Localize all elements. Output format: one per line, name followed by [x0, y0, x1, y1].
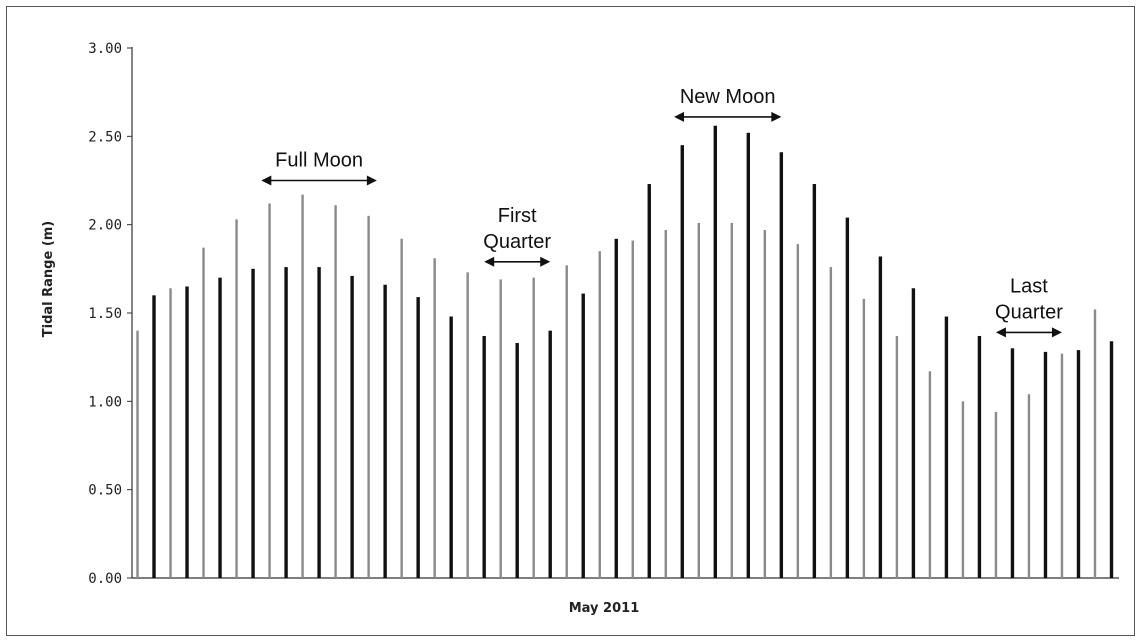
- y-tick-label: 1.00: [88, 394, 122, 410]
- bar: [466, 272, 469, 578]
- bar: [251, 268, 255, 578]
- bar: [1060, 353, 1064, 578]
- bar: [449, 316, 453, 578]
- bar: [367, 215, 370, 578]
- annotation-label: Quarter: [995, 301, 1063, 323]
- bar: [284, 267, 288, 578]
- bar: [977, 335, 982, 578]
- bar: [746, 132, 751, 579]
- annotation-label: Quarter: [483, 231, 551, 253]
- bar: [383, 284, 387, 578]
- bar: [136, 330, 139, 578]
- bar: [532, 277, 535, 578]
- annotation-arrowhead-right: [366, 175, 377, 186]
- bar: [1010, 348, 1015, 578]
- annotation-arrowhead-right: [1051, 327, 1062, 338]
- bar: [845, 217, 850, 578]
- bar: [202, 247, 205, 578]
- bar: [994, 411, 998, 578]
- bar: [961, 401, 965, 578]
- bar: [812, 184, 817, 578]
- tidal-range-chart: 0.00 0.50 1.00 1.50 2.00 2.50 3.00 Full Moon Fi…: [41, 41, 1119, 616]
- bar: [829, 267, 833, 578]
- bar: [169, 288, 172, 578]
- x-axis-label: May 2011: [569, 601, 640, 616]
- bar: [482, 335, 486, 578]
- bar: [697, 222, 700, 578]
- annotation: Last Quarter: [995, 275, 1063, 338]
- bar: [763, 229, 767, 578]
- bar: [911, 288, 916, 578]
- annotation-arrowhead-left: [674, 111, 685, 122]
- annotation-arrowhead-right: [540, 256, 551, 267]
- bar: [647, 184, 651, 578]
- bar: [862, 298, 866, 578]
- bar: [581, 293, 585, 578]
- bar: [268, 203, 271, 578]
- bar: [779, 152, 784, 579]
- bar: [499, 279, 502, 578]
- annotation-label: Last: [1010, 275, 1048, 297]
- bar: [400, 238, 403, 579]
- bar: [433, 258, 436, 578]
- bar: [350, 275, 354, 578]
- annotation-label: Full Moon: [275, 150, 363, 172]
- bar: [1043, 351, 1048, 578]
- annotation-arrowhead-left: [261, 175, 272, 186]
- annotation-arrowhead-left: [995, 327, 1006, 338]
- y-axis-label: Tidal Range (m): [41, 221, 56, 338]
- bar: [235, 219, 238, 578]
- y-tick-label: 0.50: [88, 483, 122, 499]
- bar: [317, 267, 321, 578]
- bar: [1109, 341, 1114, 578]
- bar: [713, 125, 717, 578]
- y-tick-label: 0.00: [88, 571, 122, 587]
- axes: 0.00 0.50 1.00 1.50 2.00 2.50 3.00: [88, 41, 1119, 587]
- bar: [218, 277, 222, 578]
- bar: [1093, 309, 1097, 578]
- y-tick-label: 2.50: [88, 129, 122, 145]
- bar: [598, 251, 601, 579]
- bar: [680, 145, 684, 579]
- bar: [895, 335, 899, 578]
- bar: [334, 205, 337, 579]
- annotation-label: New Moon: [680, 86, 776, 108]
- bar: [416, 297, 420, 578]
- annotation-label: First: [498, 205, 537, 227]
- bar: [614, 238, 618, 579]
- chart-frame: 0.00 0.50 1.00 1.50 2.00 2.50 3.00 Full Moon Fi…: [6, 6, 1135, 636]
- annotation: Full Moon: [261, 150, 377, 186]
- annotation: First Quarter: [483, 205, 551, 267]
- bar: [1027, 394, 1031, 578]
- bar: [152, 295, 156, 578]
- bar: [185, 286, 189, 578]
- bar: [928, 371, 932, 578]
- bar: [796, 244, 800, 578]
- y-tick-label: 2.00: [88, 218, 122, 234]
- y-tick-label: 1.50: [88, 306, 122, 322]
- bar: [944, 316, 949, 578]
- bar: [664, 229, 667, 578]
- bar: [565, 265, 568, 578]
- annotation-arrowhead-left: [484, 256, 495, 267]
- annotations: Full Moon First Quarter New Moon Last Quarter: [261, 86, 1063, 338]
- bar: [515, 343, 519, 578]
- bar: [548, 330, 552, 578]
- bar: [301, 194, 304, 578]
- bar: [730, 222, 734, 578]
- bar: [631, 240, 634, 578]
- annotation: New Moon: [674, 86, 782, 122]
- bars: [136, 125, 1114, 579]
- bar: [1076, 350, 1081, 578]
- annotation-arrowhead-right: [771, 111, 782, 122]
- y-tick-label: 3.00: [88, 41, 122, 57]
- bar: [878, 256, 883, 578]
